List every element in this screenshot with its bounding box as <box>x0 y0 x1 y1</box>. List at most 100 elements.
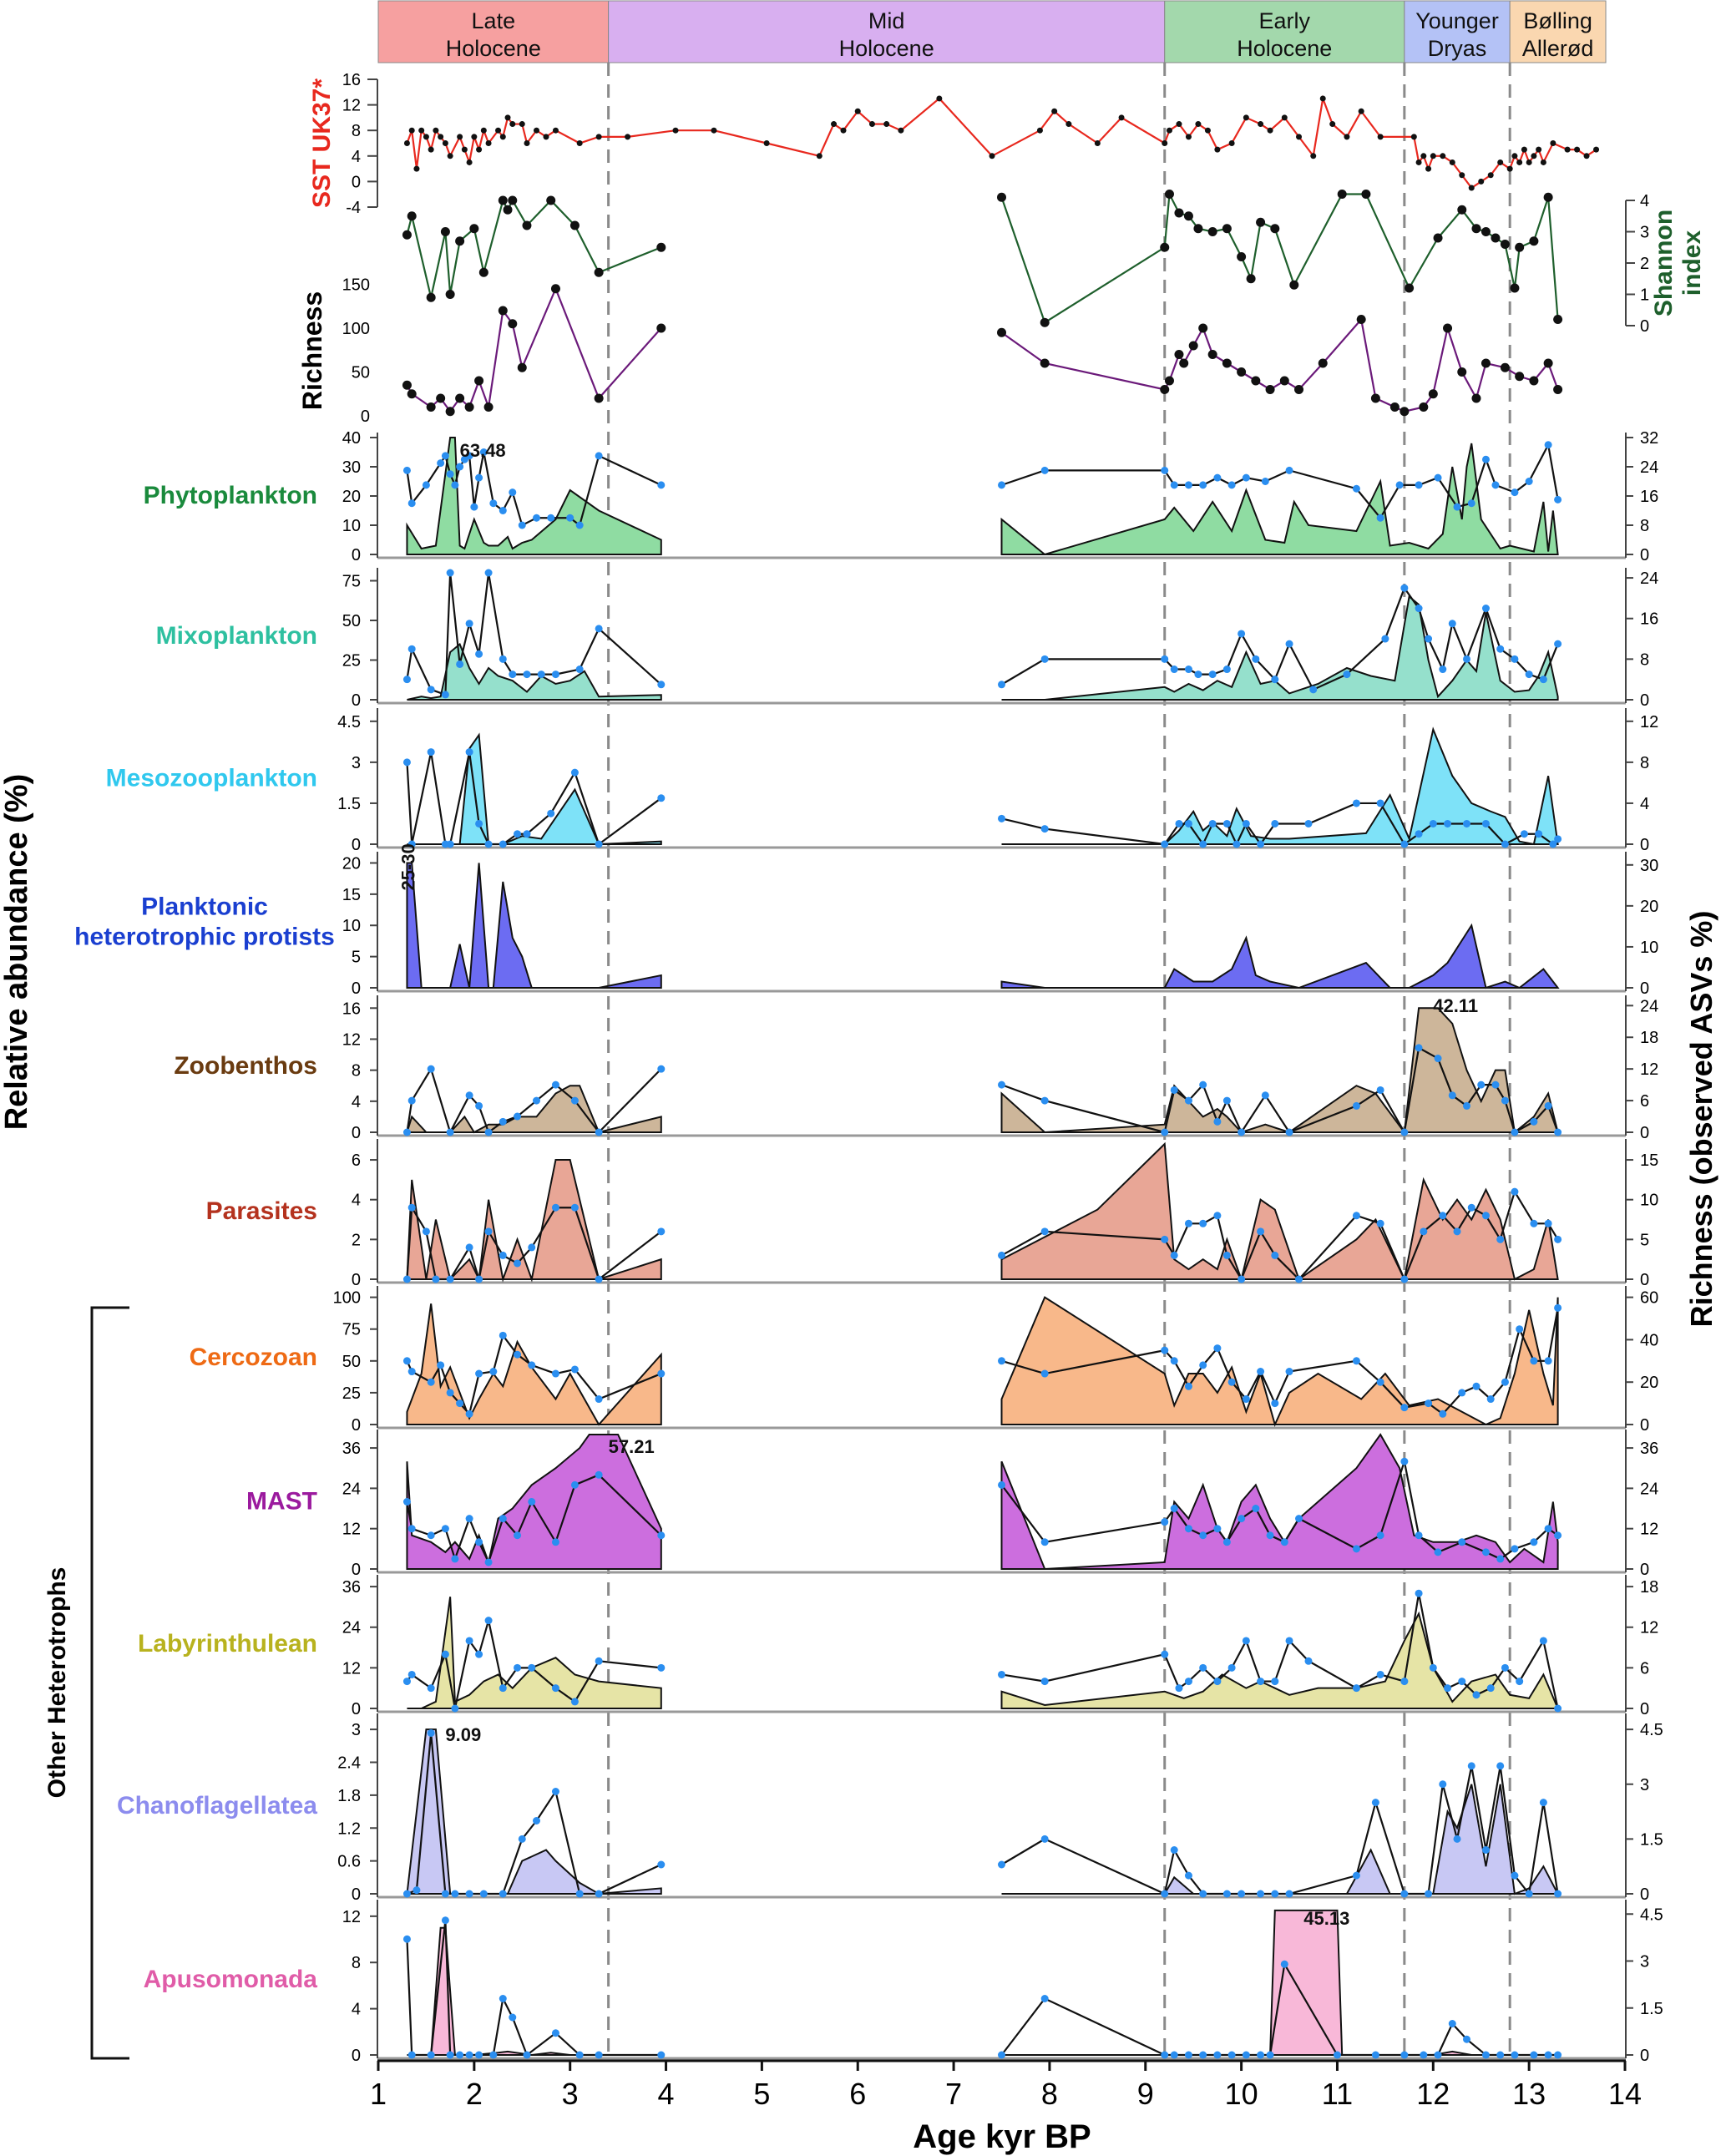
richness-point <box>1371 2051 1379 2059</box>
shannon-point <box>478 267 488 277</box>
richness-point <box>1242 2051 1250 2059</box>
richness-point <box>1170 481 1178 489</box>
sst-point <box>711 127 717 134</box>
richness-point <box>1207 350 1217 359</box>
richness-point <box>1242 473 1250 482</box>
richness-point <box>484 1617 493 1625</box>
richness-point <box>1400 1275 1409 1283</box>
richness-point <box>551 2029 559 2037</box>
richness-point <box>1285 1637 1293 1645</box>
left-tick-label: 36 <box>342 1578 361 1597</box>
richness-point <box>441 691 449 699</box>
richness-point <box>997 327 1006 337</box>
left-tick-label: 0 <box>352 1271 361 1289</box>
richness-point <box>1516 1325 1524 1334</box>
richness-point <box>1040 1227 1049 1236</box>
richness-point <box>1444 1684 1452 1693</box>
abundance-area <box>406 1159 662 1283</box>
richness-point <box>445 407 455 417</box>
richness-point <box>484 1227 493 1236</box>
richness-point <box>595 2051 603 2059</box>
richness-point <box>446 1389 454 1397</box>
sst-point <box>1593 146 1600 153</box>
richness-point <box>1554 1128 1562 1136</box>
sst-point <box>1243 114 1249 121</box>
richness-point <box>575 666 584 674</box>
left-tick-label: 3 <box>352 1721 361 1739</box>
richness-point <box>402 676 411 684</box>
richness-point <box>1376 799 1384 807</box>
richness-point <box>1549 840 1557 848</box>
richness-point <box>402 1498 411 1506</box>
richness-point <box>1184 666 1192 674</box>
richness-point <box>1285 1890 1293 1898</box>
richness-point <box>514 1663 522 1672</box>
richness-point <box>1213 473 1222 482</box>
richness-point <box>1481 819 1490 827</box>
richness-point <box>1198 323 1208 333</box>
richness-point <box>1271 1399 1279 1408</box>
shannon-point <box>1510 283 1520 293</box>
richness-point <box>1481 1212 1490 1220</box>
richness-point <box>1213 2051 1222 2059</box>
right-tick-label: 24 <box>1640 997 1658 1015</box>
richness-point <box>1257 1890 1265 1898</box>
richness-point <box>570 1203 579 1212</box>
richness-point <box>441 1916 449 1925</box>
richness-point <box>1463 2035 1471 2043</box>
right-tick-label: 24 <box>1640 569 1658 588</box>
richness-point <box>422 481 430 489</box>
left-tick-label: 25 <box>342 652 361 671</box>
richness-point <box>1199 1531 1207 1540</box>
right-tick-label: 4.5 <box>1640 1721 1663 1739</box>
richness-point <box>1184 2051 1192 2059</box>
richness-point <box>402 466 411 474</box>
richness-point <box>1400 584 1409 592</box>
left-tick-label: 0 <box>352 979 361 998</box>
richness-point <box>1554 1531 1562 1540</box>
richness-point <box>1554 495 1562 504</box>
richness-point <box>402 758 411 767</box>
richness-point <box>1261 478 1269 485</box>
richness-point <box>570 768 579 777</box>
left-tick-label: 24 <box>342 1480 361 1498</box>
left-tick-label: 12 <box>342 1659 361 1678</box>
right-tick-label: 12 <box>1640 1521 1658 1539</box>
abundance-area <box>1000 1296 1559 1427</box>
richness-point <box>407 645 416 653</box>
panel-planktonic: 0 5 10 15 20 0 10 20 30 Planktonic heterotrophic p… <box>74 843 1658 998</box>
richness-point <box>475 819 483 827</box>
richness-point <box>1520 830 1528 838</box>
shannon-point <box>1491 233 1501 243</box>
richness-point <box>456 463 464 471</box>
richness-point <box>1213 1678 1222 1686</box>
sst-point <box>936 95 943 102</box>
richness-point <box>427 748 435 757</box>
panel-label: Mixoplankton <box>156 622 317 650</box>
richness-point <box>499 1995 507 2002</box>
richness-point <box>1530 1117 1538 1126</box>
period-label: Holocene <box>839 36 934 61</box>
richness-point <box>441 1890 449 1898</box>
richness-point <box>657 2051 666 2059</box>
richness-point <box>514 830 522 838</box>
richness-point <box>1257 2051 1265 2059</box>
richness-point <box>1232 840 1241 848</box>
richness-point <box>1511 488 1519 497</box>
period-label: Mid <box>868 8 905 33</box>
richness-point <box>475 473 483 482</box>
richness-point <box>1238 1275 1246 1283</box>
group-bracket <box>90 1306 129 2060</box>
sst-point <box>672 127 679 134</box>
richness-point <box>499 1331 507 1339</box>
richness-point <box>1481 1548 1490 1556</box>
richness-point <box>451 1555 459 1563</box>
richness-point <box>407 840 416 848</box>
richness-point <box>451 1890 459 1898</box>
richness-point <box>1415 1531 1423 1540</box>
richness-point <box>1213 1525 1222 1533</box>
richness-point <box>514 1259 522 1268</box>
richness-point <box>1481 358 1491 368</box>
richness-point <box>437 1361 445 1369</box>
